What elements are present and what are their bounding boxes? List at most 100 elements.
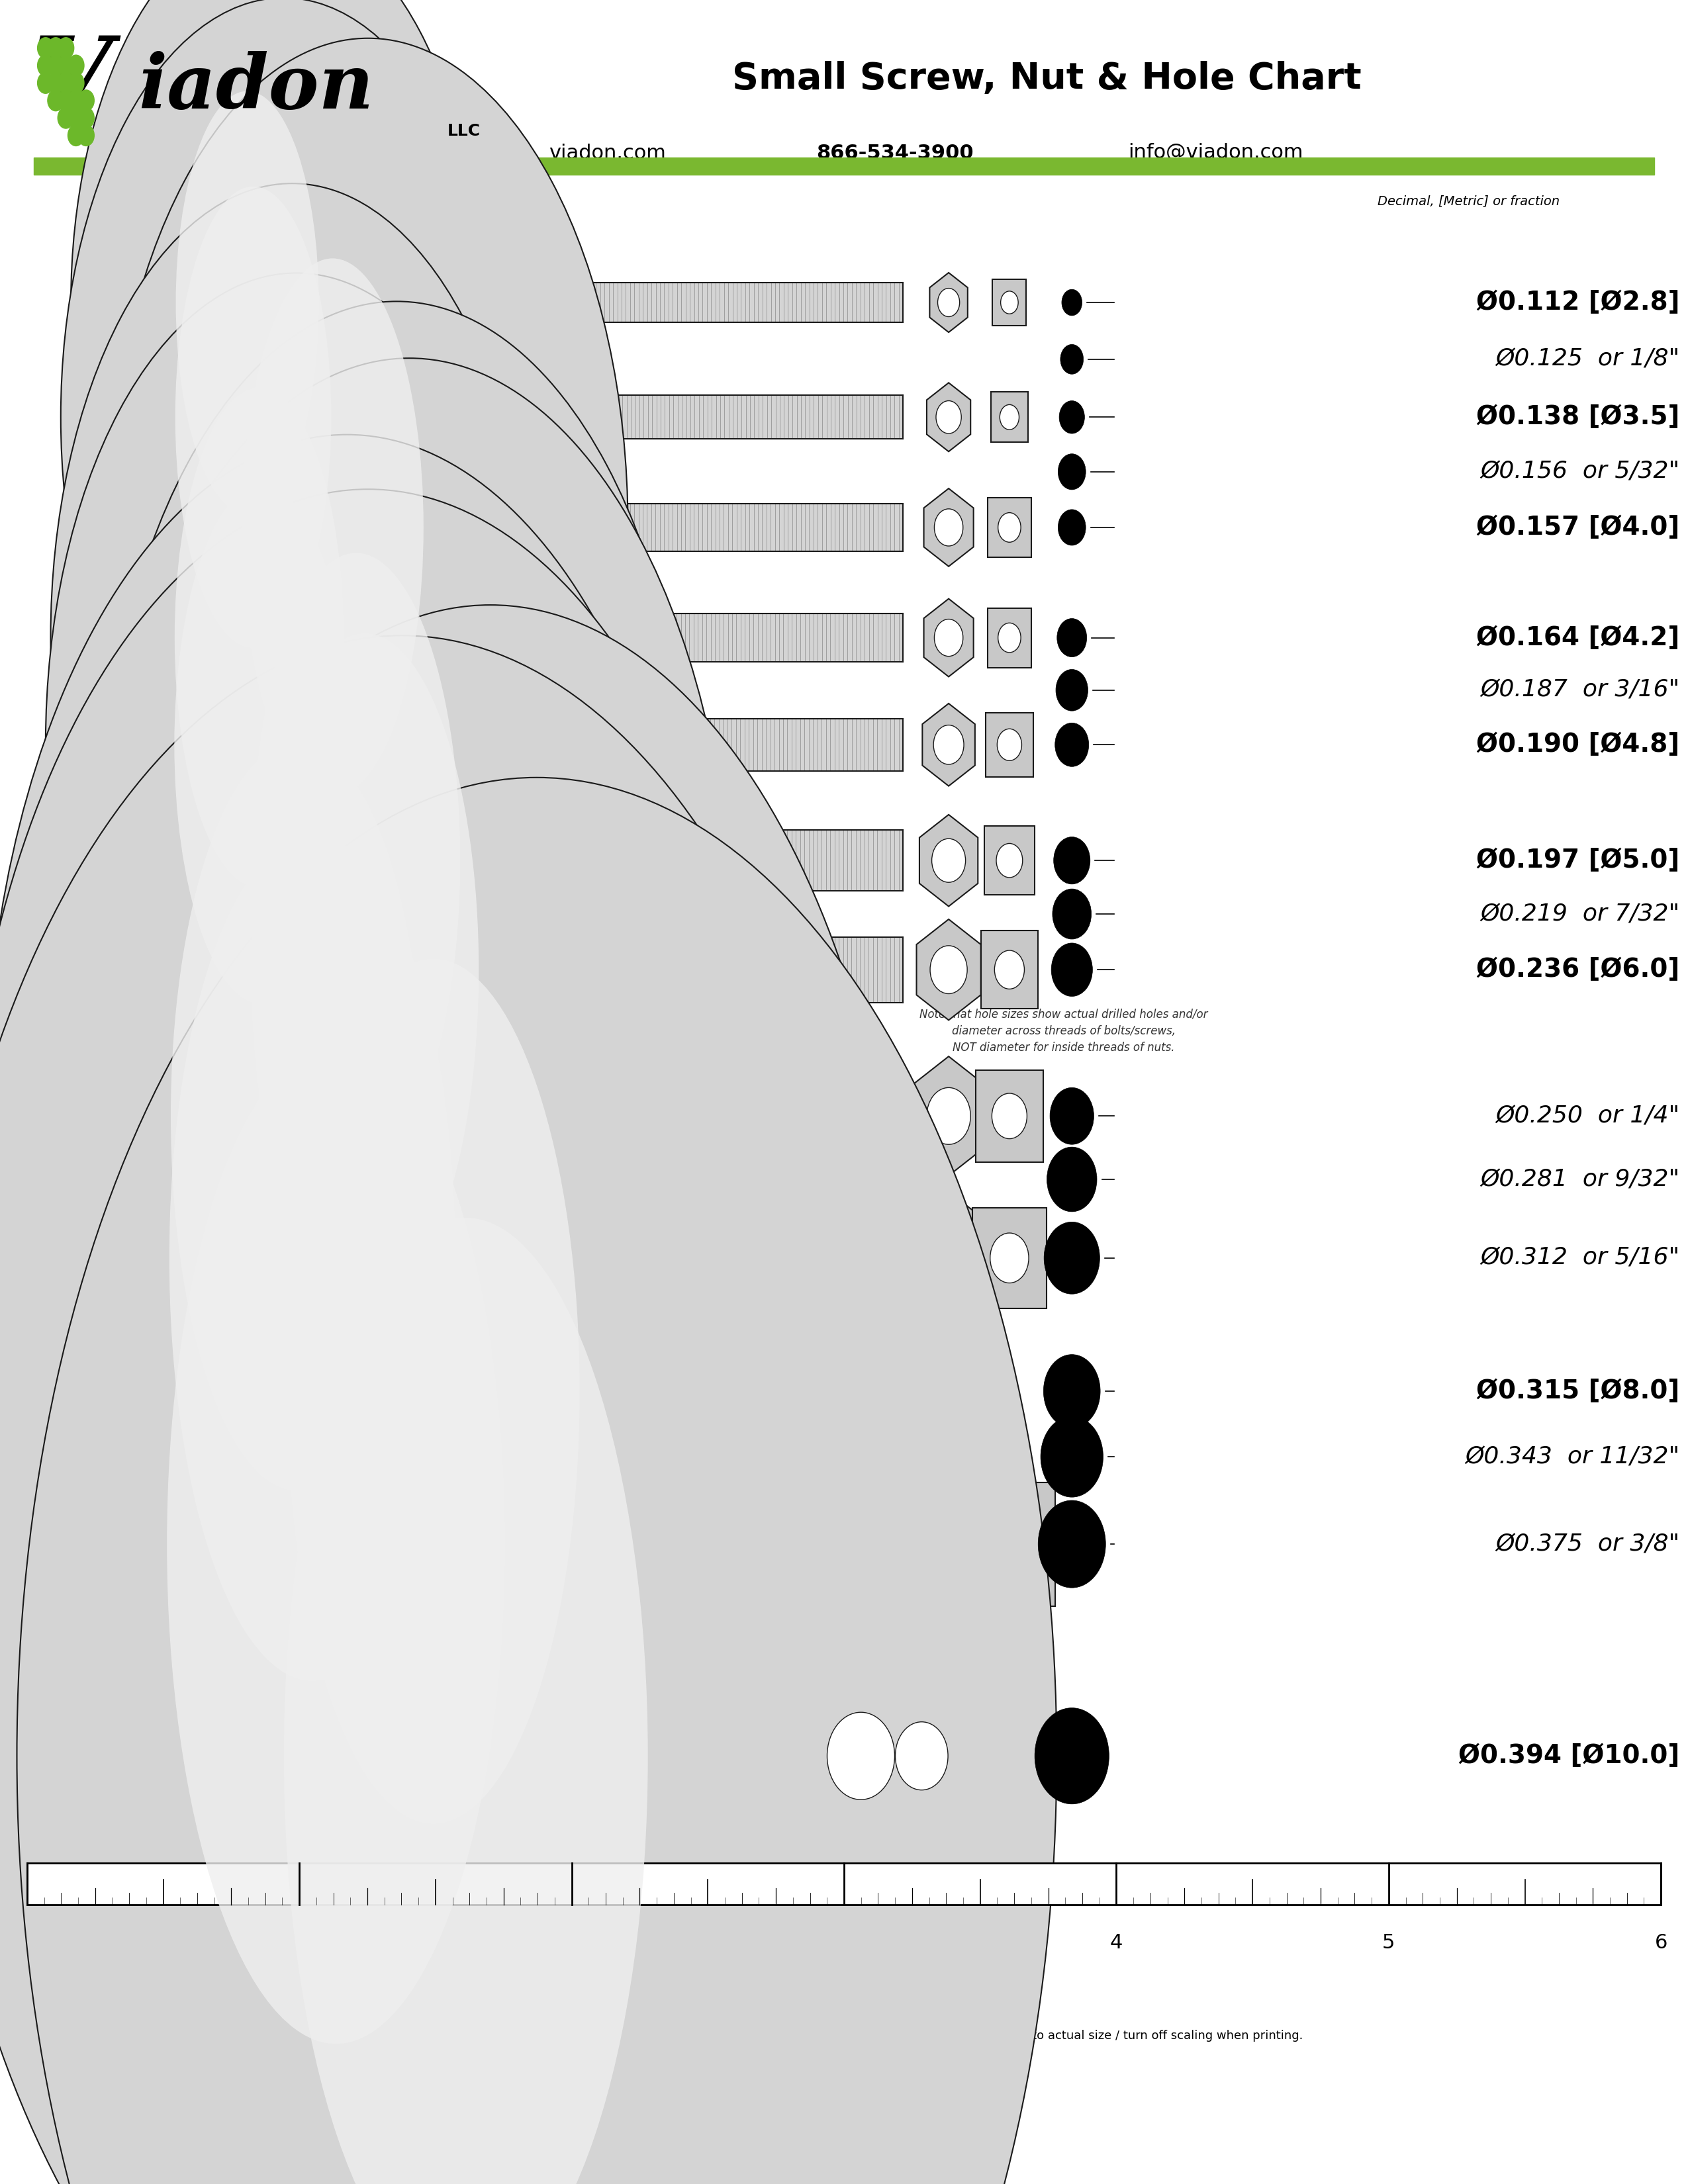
Ellipse shape: [0, 636, 885, 2184]
Ellipse shape: [174, 485, 349, 1005]
Bar: [27, 1863, 1661, 1904]
Ellipse shape: [108, 37, 628, 1018]
Bar: [513, 937, 903, 1002]
Polygon shape: [910, 1057, 987, 1175]
Bar: [883, 1339, 960, 1444]
Text: M6: M6: [93, 957, 137, 983]
Ellipse shape: [84, 358, 734, 1581]
Text: 3/8-16: 3/8-16: [79, 1468, 150, 1485]
Circle shape: [1052, 943, 1092, 996]
Circle shape: [935, 509, 962, 546]
Circle shape: [1035, 1708, 1109, 1804]
Ellipse shape: [252, 633, 479, 1306]
Bar: [341, 282, 903, 321]
Bar: [555, 1494, 903, 1594]
Bar: [34, 157, 1654, 175]
Text: Ø0.394 [Ø10.0]: Ø0.394 [Ø10.0]: [1458, 1743, 1680, 1769]
Circle shape: [1053, 889, 1090, 939]
Circle shape: [998, 622, 1021, 653]
Bar: [376, 719, 903, 771]
Bar: [976, 1070, 1043, 1162]
Bar: [463, 1079, 903, 1153]
Circle shape: [57, 90, 74, 111]
Circle shape: [930, 946, 967, 994]
Polygon shape: [920, 815, 977, 906]
Polygon shape: [802, 1664, 920, 1848]
Circle shape: [932, 839, 966, 882]
Circle shape: [935, 618, 962, 655]
Circle shape: [68, 90, 84, 111]
Text: Check that ruler above measures accurately to actual ruler to ensure correct siz: Check that ruler above measures accurate…: [385, 2029, 1303, 2042]
Text: Ø0.250  or 1/4": Ø0.250 or 1/4": [1496, 1105, 1680, 1127]
Text: M5: M5: [93, 847, 137, 874]
Bar: [972, 1208, 1047, 1308]
Polygon shape: [817, 1324, 905, 1459]
Bar: [964, 1483, 1055, 1605]
Bar: [498, 1216, 903, 1299]
Bar: [986, 712, 1033, 778]
Text: 4-40: 4-40: [83, 290, 147, 314]
Polygon shape: [930, 273, 967, 332]
Ellipse shape: [170, 740, 424, 1492]
Circle shape: [927, 1088, 971, 1144]
Circle shape: [1043, 1223, 1101, 1293]
Text: 8-32: 8-32: [83, 625, 147, 651]
Circle shape: [68, 107, 84, 129]
Circle shape: [1055, 723, 1089, 767]
Text: Ø0.112 [Ø2.8]: Ø0.112 [Ø2.8]: [1475, 290, 1680, 314]
Text: 866-534-3900: 866-534-3900: [815, 144, 974, 162]
Circle shape: [78, 90, 95, 111]
Text: 5: 5: [1382, 1933, 1394, 1952]
Ellipse shape: [73, 605, 908, 2177]
Ellipse shape: [174, 389, 344, 887]
Text: Decimal, [Metric] or fraction: Decimal, [Metric] or fraction: [1377, 194, 1560, 207]
Circle shape: [57, 37, 74, 59]
Text: Ø0.190 [Ø4.8]: Ø0.190 [Ø4.8]: [1477, 732, 1680, 758]
Circle shape: [1043, 1354, 1101, 1428]
Text: Ø0.315 [Ø8.0]: Ø0.315 [Ø8.0]: [1477, 1378, 1680, 1404]
Bar: [354, 395, 903, 439]
Ellipse shape: [287, 959, 579, 1824]
Bar: [368, 614, 903, 662]
Text: V: V: [34, 31, 111, 131]
Circle shape: [47, 55, 64, 76]
Ellipse shape: [71, 0, 479, 686]
Circle shape: [1050, 1088, 1094, 1144]
Text: info@viadon.com: info@viadon.com: [1128, 144, 1303, 162]
Bar: [623, 1348, 810, 1435]
Text: Ø0.125  or 1/8": Ø0.125 or 1/8": [1496, 347, 1680, 371]
Ellipse shape: [169, 834, 456, 1682]
Circle shape: [998, 729, 1021, 760]
Ellipse shape: [0, 435, 709, 1797]
Circle shape: [999, 404, 1020, 430]
Ellipse shape: [100, 301, 694, 1420]
Circle shape: [994, 950, 1025, 989]
Bar: [993, 280, 1026, 325]
Circle shape: [1057, 618, 1087, 657]
Bar: [987, 607, 1031, 668]
Text: Note that hole sizes show actual drilled holes and/or
diameter across threads of: Note that hole sizes show actual drilled…: [920, 1009, 1207, 1053]
Circle shape: [933, 725, 964, 764]
Circle shape: [993, 1094, 1026, 1138]
Text: M10: M10: [204, 1677, 262, 1701]
Text: Ø0.236 [Ø6.0]: Ø0.236 [Ø6.0]: [1477, 957, 1680, 983]
Bar: [491, 830, 903, 891]
Text: 4: 4: [1111, 1933, 1123, 1952]
Circle shape: [1040, 1415, 1104, 1498]
Circle shape: [37, 72, 54, 94]
Circle shape: [998, 513, 1021, 542]
Circle shape: [836, 1358, 886, 1424]
Bar: [702, 1699, 810, 1813]
Polygon shape: [923, 489, 974, 566]
Circle shape: [1053, 836, 1090, 885]
Circle shape: [1060, 345, 1084, 373]
Ellipse shape: [176, 92, 319, 513]
Text: 0: 0: [20, 1933, 34, 1952]
Circle shape: [1057, 668, 1089, 710]
Ellipse shape: [17, 778, 1057, 2184]
Text: Small Screw, Nut & Hole Chart: Small Screw, Nut & Hole Chart: [733, 61, 1361, 96]
Circle shape: [68, 55, 84, 76]
Polygon shape: [927, 382, 971, 452]
Polygon shape: [922, 703, 976, 786]
Ellipse shape: [241, 258, 424, 797]
